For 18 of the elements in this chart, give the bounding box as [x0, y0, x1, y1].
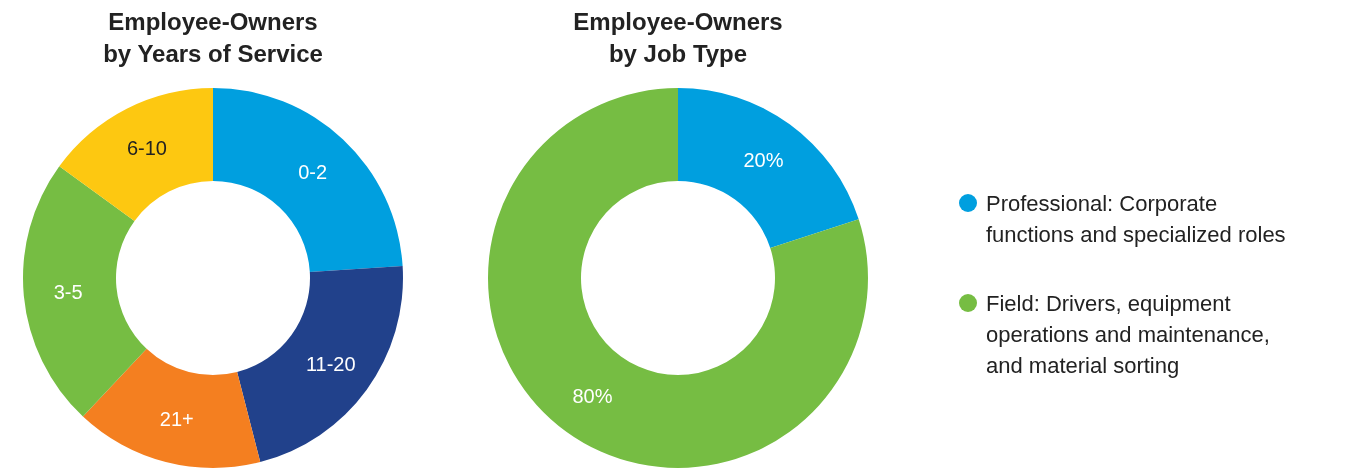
- chart-title: Employee-Owners by Years of Service: [103, 8, 323, 67]
- slice-label: 11-20: [305, 352, 356, 375]
- donut-slice: [82, 348, 261, 468]
- legend-label: Professional: Corporate functions and specialized roles: [986, 190, 1286, 247]
- donut-slice: [23, 166, 147, 417]
- legend-label: Field: Drivers, equipment operations and maintenance, and material sorting: [986, 290, 1270, 378]
- slice-label: 21+: [159, 407, 194, 430]
- donut-slice: [213, 88, 403, 272]
- donut-slice: [488, 88, 868, 468]
- slice-label: 6-10: [126, 137, 167, 160]
- data-label: 80%: [572, 384, 613, 407]
- chart-title: Employee-Owners by Job Type: [573, 8, 783, 67]
- data-label: 20%: [743, 149, 784, 172]
- slice-label: 0-2: [298, 160, 328, 183]
- slice-label: 3-5: [53, 280, 83, 303]
- donut-slice: [678, 88, 859, 249]
- donut-slice: [59, 88, 213, 221]
- donut-slice: [237, 266, 403, 463]
